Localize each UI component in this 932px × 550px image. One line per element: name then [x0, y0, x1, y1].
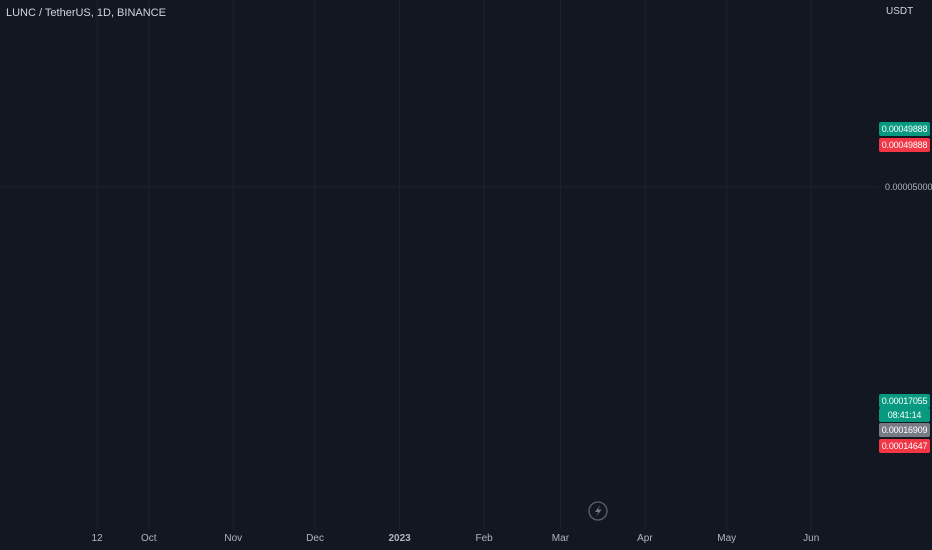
- stop-price-tag: 0.00014647: [879, 439, 930, 453]
- x-tick-label: Mar: [552, 533, 570, 544]
- price-axis[interactable]: 0.000050000.000100000.000150000.00020000…: [885, 0, 932, 192]
- resistance-price-tag: 0.00049888: [879, 138, 930, 152]
- countdown-tag: 08:41:14: [879, 408, 930, 422]
- entry-price-tag: 0.00017055: [879, 394, 930, 408]
- x-tick-label: Nov: [224, 533, 242, 544]
- x-tick-label: 2023: [388, 533, 411, 544]
- time-axis[interactable]: 12 Oct Nov Dec 2023 Feb Mar Apr May Jun: [91, 533, 819, 544]
- x-tick-label: Feb: [475, 533, 493, 544]
- y-tick-label: 0.00005000: [885, 182, 932, 192]
- x-tick-label: May: [717, 533, 736, 544]
- x-tick-label: 12: [91, 533, 103, 544]
- x-tick-label: Oct: [141, 533, 157, 544]
- x-tick-label: Apr: [637, 533, 653, 544]
- current-price-tag: 0.00016909: [879, 423, 930, 437]
- symbol-title[interactable]: LUNC / TetherUS, 1D, BINANCE: [6, 7, 166, 19]
- lightning-icon[interactable]: [588, 501, 608, 521]
- currency-label: USDT: [886, 6, 914, 17]
- x-tick-label: Jun: [803, 533, 819, 544]
- x-tick-label: Dec: [306, 533, 324, 544]
- target-price-tag: 0.00049888: [879, 122, 930, 136]
- grid-lines: [0, 0, 878, 530]
